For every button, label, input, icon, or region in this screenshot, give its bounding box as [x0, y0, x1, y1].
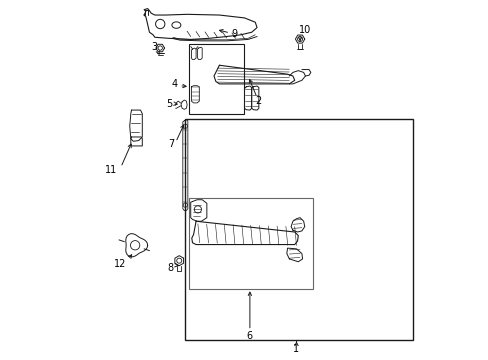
Text: 9: 9: [231, 30, 237, 39]
Bar: [188, 44, 244, 114]
Text: 11: 11: [105, 165, 117, 175]
Text: 5: 5: [166, 99, 172, 109]
Text: 6: 6: [246, 331, 252, 341]
Text: 3: 3: [151, 42, 158, 51]
Text: 8: 8: [167, 263, 173, 273]
Bar: [185, 119, 412, 339]
Bar: [188, 198, 312, 289]
Text: 2: 2: [255, 96, 262, 106]
Text: 12: 12: [113, 259, 125, 269]
Text: 4: 4: [171, 79, 177, 89]
Text: 1: 1: [293, 344, 299, 354]
Text: 7: 7: [168, 139, 174, 149]
Text: 10: 10: [298, 25, 310, 35]
